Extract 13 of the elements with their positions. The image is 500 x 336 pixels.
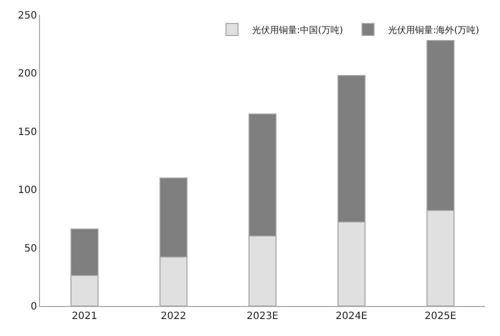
- y-tick-label: 50: [24, 243, 37, 254]
- y-tick-label: 250: [18, 10, 37, 22]
- y-tick-label: 200: [18, 68, 37, 80]
- y-tick-label: 150: [18, 126, 37, 138]
- x-tick-label: 2022: [160, 311, 186, 322]
- legend-label: 光伏用铜量:中国(万吨): [252, 25, 344, 36]
- y-tick-label: 100: [18, 185, 37, 196]
- legend-label: 光伏用铜量:海外(万吨): [388, 25, 480, 36]
- x-tick-label: 2024E: [336, 311, 368, 322]
- x-tick-label: 2025E: [424, 311, 456, 322]
- x-tick-label: 2023E: [246, 311, 278, 322]
- x-tick-label: 2021: [72, 311, 98, 322]
- y-tick-label: 0: [30, 302, 37, 312]
